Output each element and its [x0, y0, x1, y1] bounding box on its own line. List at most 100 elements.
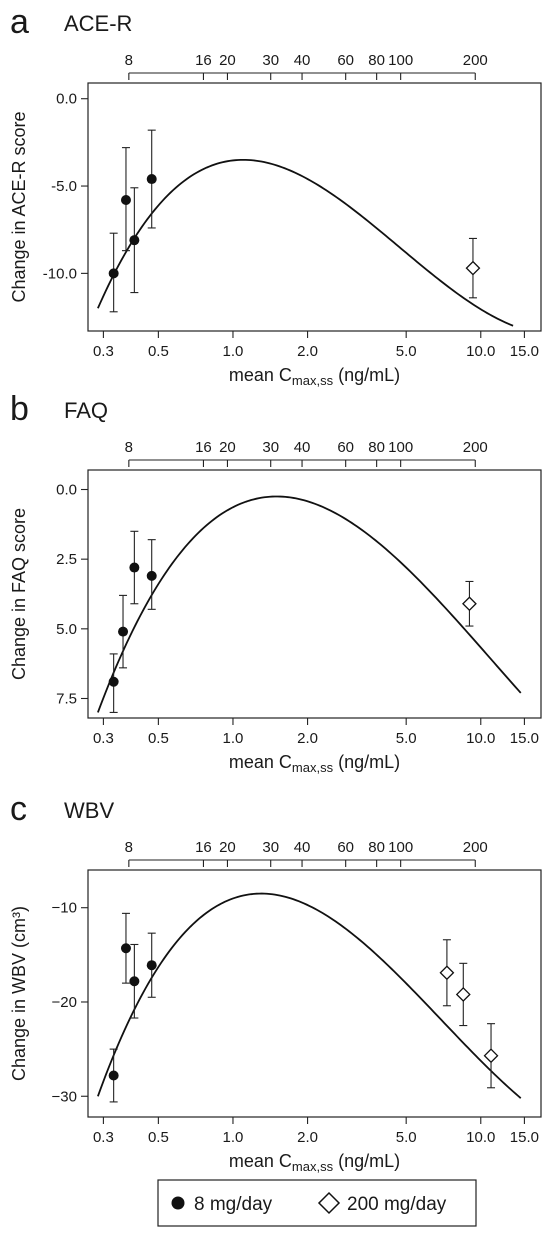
top-axis-label: 60: [337, 439, 354, 456]
panel-letter: a: [10, 3, 29, 41]
data-point-8mg: [146, 174, 157, 185]
top-axis-label: 20: [219, 439, 236, 456]
data-point-8mg: [108, 268, 119, 279]
panel-title: FAQ: [64, 398, 108, 423]
panel-letter: b: [10, 390, 29, 428]
legend-label: 200 mg/day: [347, 1194, 447, 1215]
x-tick-label: 15.0: [510, 730, 539, 747]
data-point-8mg: [120, 943, 131, 954]
data-point-8mg: [120, 195, 131, 206]
y-tick-label: −30: [52, 1088, 77, 1105]
top-axis-label: 30: [262, 839, 279, 856]
data-point-8mg: [129, 235, 140, 246]
top-axis-label: 30: [262, 52, 279, 69]
top-axis-label: 30: [262, 439, 279, 456]
y-axis-title: Change in ACE-R score: [9, 111, 29, 302]
data-point-8mg: [118, 626, 129, 637]
panels: a ACE-R 0.3 0.5 1.0 2.0 5.0 10.0 15.0 8 16 20 30 40 60…: [9, 3, 542, 1174]
plot-frame: [87, 869, 542, 1118]
x-tick-label: 0.3: [93, 343, 114, 360]
y-tick-label: 5.0: [56, 621, 77, 638]
y-axis-title: Change in WBV (cm³): [9, 906, 29, 1081]
y-tick-label: 0.0: [56, 91, 77, 108]
x-tick-label: 5.0: [396, 730, 417, 747]
top-axis-label: 8: [125, 839, 133, 856]
x-tick-label: 0.5: [148, 730, 169, 747]
top-axis-label: 8: [125, 439, 133, 456]
top-axis-label: 20: [219, 839, 236, 856]
fit-curve: [97, 158, 514, 327]
x-tick-label: 1.0: [223, 343, 244, 360]
data-point-200mg: [465, 260, 481, 276]
legend-marker-open-diamond: [317, 1191, 341, 1215]
x-tick-label: 5.0: [396, 343, 417, 360]
data-point-8mg: [146, 960, 157, 971]
data-point-200mg: [455, 987, 471, 1002]
panel-title: ACE-R: [64, 11, 132, 36]
top-axis-label: 40: [294, 439, 311, 456]
x-tick-label: 1.0: [223, 730, 244, 747]
fit-curve: [97, 892, 522, 1099]
legend: 8 mg/day 200 mg/day: [157, 1179, 477, 1227]
top-axis-label: 16: [195, 839, 212, 856]
x-tick-label: 10.0: [466, 343, 495, 360]
data-point-200mg: [483, 1048, 499, 1064]
y-tick-label: −20: [52, 994, 77, 1011]
x-tick-label: 5.0: [396, 1129, 417, 1146]
top-axis-label: 80: [368, 439, 385, 456]
top-axis-label: 200: [463, 439, 488, 456]
plot-area: [97, 158, 514, 327]
fit-curve: [97, 495, 522, 713]
chart-panel-b: b FAQ 0.3 0.5 1.0 2.0 5.0 10.0 15.0 8 16 20 30 40 60 80…: [9, 390, 542, 775]
top-axis-label: 80: [368, 52, 385, 69]
y-tick-label: -5.0: [51, 178, 77, 195]
y-tick-label: 0.0: [56, 482, 77, 499]
top-axis-label: 16: [195, 52, 212, 69]
plot-area: [97, 892, 522, 1099]
data-point-8mg: [108, 1070, 119, 1081]
top-axis-label: 100: [388, 839, 413, 856]
data-point-8mg: [108, 676, 119, 687]
y-tick-label: 2.5: [56, 551, 77, 568]
x-tick-label: 0.3: [93, 730, 114, 747]
x-tick-label: 1.0: [223, 1129, 244, 1146]
data-point-8mg: [146, 570, 157, 581]
y-tick-label: −10: [52, 900, 77, 917]
top-axis-label: 80: [368, 839, 385, 856]
plot-frame: [87, 469, 542, 719]
top-axis-label: 100: [388, 52, 413, 69]
x-tick-label: 15.0: [510, 1129, 539, 1146]
data-point-200mg: [462, 596, 477, 612]
top-axis-label: 40: [294, 839, 311, 856]
plot-area: [97, 495, 522, 713]
top-axis-label: 60: [337, 52, 354, 69]
top-axis-label: 60: [337, 839, 354, 856]
legend-box: [157, 1179, 477, 1227]
x-axis-title: mean Cmax,ss (ng/mL): [229, 752, 400, 775]
top-axis-label: 200: [463, 52, 488, 69]
top-axis-label: 200: [463, 839, 488, 856]
x-tick-label: 2.0: [297, 343, 318, 360]
top-axis-label: 40: [294, 52, 311, 69]
data-point-8mg: [129, 976, 140, 987]
data-point-8mg: [129, 562, 140, 573]
x-tick-label: 2.0: [297, 1129, 318, 1146]
x-tick-label: 10.0: [466, 1129, 495, 1146]
x-tick-label: 15.0: [510, 343, 539, 360]
y-axis-title: Change in FAQ score: [9, 508, 29, 680]
top-axis-label: 20: [219, 52, 236, 69]
x-tick-label: 2.0: [297, 730, 318, 747]
x-tick-label: 0.5: [148, 343, 169, 360]
legend-label: 8 mg/day: [194, 1194, 273, 1215]
top-axis-label: 16: [195, 439, 212, 456]
data-point-200mg: [439, 965, 455, 981]
y-tick-label: -10.0: [43, 265, 77, 282]
top-axis-label: 8: [125, 52, 133, 69]
chart-panel-a: a ACE-R 0.3 0.5 1.0 2.0 5.0 10.0 15.0 8 16 20 30 40 60…: [9, 3, 542, 388]
chart-panel-c: c WBV 0.3 0.5 1.0 2.0 5.0 10.0 15.0 8 16 20 30 40 60 80…: [9, 790, 542, 1174]
panel-title: WBV: [64, 798, 114, 823]
plot-frame: [87, 82, 542, 332]
x-axis-title: mean Cmax,ss (ng/mL): [229, 365, 400, 388]
x-axis-title: mean Cmax,ss (ng/mL): [229, 1151, 400, 1174]
